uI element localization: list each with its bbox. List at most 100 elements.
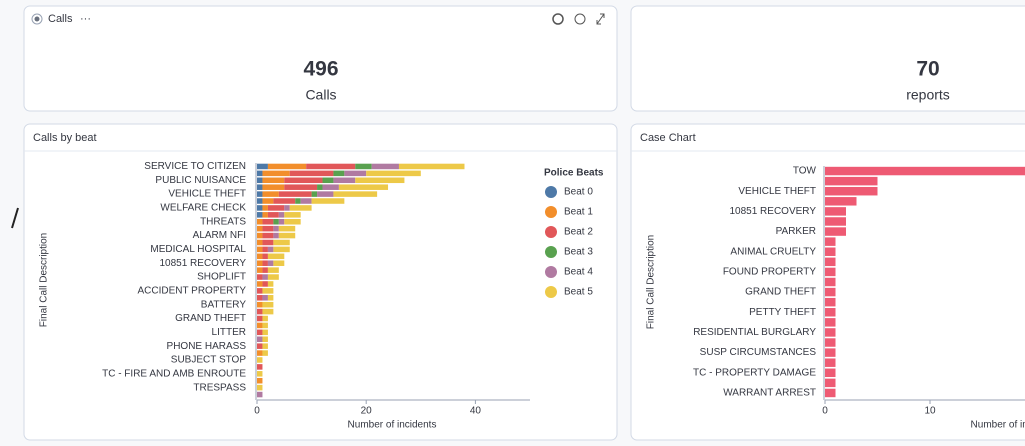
- bar-segment: [262, 212, 268, 218]
- bar-segment: [262, 198, 274, 204]
- y-tick-label: TC - FIRE AND AMB ENROUTE: [102, 368, 246, 379]
- y-tick-label: GRAND THEFT: [175, 313, 246, 324]
- bar-segment: [257, 391, 263, 398]
- bar-segment: [257, 315, 263, 322]
- bar-segment: [262, 295, 268, 301]
- bar-segment: [267, 274, 279, 280]
- bar-segment: [295, 198, 301, 204]
- bar-segment: [322, 177, 334, 184]
- bar: [825, 338, 836, 347]
- legend-swatch: [545, 266, 557, 278]
- legend-label: Beat 0: [564, 187, 593, 198]
- y-tick-label: 10851 RECOVERY: [729, 206, 816, 217]
- bar-segment: [257, 205, 263, 211]
- bar-segment: [317, 191, 334, 197]
- y-tick-label: 10851 RECOVERY: [159, 258, 246, 269]
- y-tick-label: GRAND THEFT: [745, 287, 816, 298]
- bar-segment: [284, 212, 301, 218]
- metric-label: Calls: [305, 87, 336, 103]
- y-tick-label: MEDICAL HOSPITAL: [150, 244, 246, 255]
- bar-segment: [267, 253, 285, 260]
- y-tick-label: LITTER: [212, 327, 246, 338]
- bar-segment: [273, 260, 285, 266]
- bar-segment: [262, 205, 268, 211]
- x-axis-label: Number of incidents: [971, 420, 1025, 431]
- y-tick-label: WELFARE CHECK: [160, 203, 246, 214]
- settings-icon[interactable]: [552, 13, 564, 25]
- bar-segment: [278, 212, 285, 218]
- y-tick-label: BATTERY: [201, 299, 247, 310]
- chart-title: Case Chart: [640, 132, 696, 144]
- bar-segment: [262, 177, 285, 184]
- bar-segment: [257, 198, 263, 204]
- bar-segment: [262, 253, 268, 260]
- bar-segment: [306, 163, 356, 170]
- bar-segment: [262, 322, 268, 329]
- bar-segment: [257, 288, 263, 294]
- bar-segment: [355, 177, 405, 184]
- x-tick-label: 10: [924, 406, 936, 417]
- y-tick-label: ANIMAL CRUELTY: [730, 246, 816, 257]
- y-tick-label: SUSP CIRCUMSTANCES: [700, 347, 817, 358]
- bar-segment: [257, 191, 263, 197]
- bar-segment: [257, 343, 263, 349]
- bar-segment: [267, 260, 274, 266]
- bar: [825, 166, 1025, 176]
- bar-segment: [257, 177, 263, 184]
- bar-segment: [257, 377, 263, 384]
- y-tick-label: TC - PROPERTY DAMAGE: [693, 367, 816, 378]
- bar: [825, 217, 846, 226]
- bar-segment: [267, 212, 279, 218]
- y-tick-label: WARRANT ARREST: [723, 388, 816, 399]
- panel-menu[interactable]: ···: [80, 13, 91, 25]
- y-tick-label: THREATS: [200, 216, 246, 227]
- bar-segment: [257, 260, 263, 266]
- y-tick-label: TOW: [793, 166, 817, 177]
- y-tick-label: ACCIDENT PROPERTY: [137, 286, 246, 297]
- legend-swatch: [545, 186, 557, 198]
- bar-segment: [257, 239, 263, 246]
- bar-segment: [289, 205, 312, 211]
- y-tick-label: SERVICE TO CITIZEN: [144, 161, 246, 172]
- bar-segment: [262, 232, 274, 239]
- panel-title: Calls: [48, 13, 73, 25]
- bar-segment: [267, 295, 274, 301]
- panel-icon: [34, 16, 40, 22]
- bar-segment: [273, 198, 296, 204]
- legend-swatch: [545, 246, 557, 258]
- bar-segment: [273, 218, 279, 225]
- chart-title: Calls by beat: [33, 132, 97, 144]
- inspect-icon[interactable]: [574, 13, 586, 25]
- bar-segment: [284, 177, 323, 184]
- bar-segment: [257, 336, 263, 343]
- bar-segment: [262, 343, 268, 349]
- legend-label: Beat 1: [564, 207, 593, 218]
- bar-segment: [262, 191, 279, 197]
- bar-segment: [257, 364, 263, 370]
- bar: [825, 207, 846, 216]
- panel: [23, 5, 618, 112]
- bar: [825, 176, 878, 186]
- bar-segment: [257, 308, 263, 315]
- y-tick-label: SUBJECT STOP: [171, 355, 247, 366]
- bar: [825, 318, 836, 327]
- bar-segment: [273, 225, 279, 232]
- bar: [825, 237, 836, 246]
- bar-segment: [257, 301, 263, 308]
- bar-segment: [262, 301, 274, 308]
- x-tick-label: 0: [822, 406, 828, 417]
- bar-segment: [262, 315, 268, 322]
- bar-segment: [257, 371, 263, 377]
- y-tick-label: VEHICLE THEFT: [738, 186, 816, 197]
- bar: [825, 328, 836, 337]
- fullscreen-icon[interactable]: [596, 13, 605, 25]
- x-tick-label: 20: [361, 406, 373, 417]
- legend-label: Beat 2: [564, 227, 593, 238]
- bar-segment: [257, 281, 263, 287]
- bar-segment: [333, 191, 378, 197]
- bar-segment: [262, 170, 290, 177]
- bar: [825, 358, 836, 367]
- bar: [825, 348, 836, 357]
- bar-segment: [366, 170, 421, 177]
